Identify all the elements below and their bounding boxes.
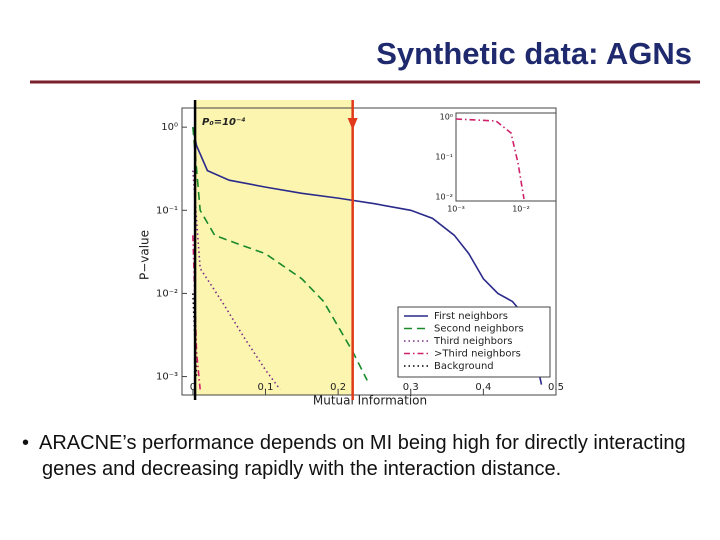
series-line <box>192 170 281 390</box>
x-tick-label: 0 <box>190 382 196 393</box>
y-axis-label: P−value <box>138 230 152 280</box>
x-tick-label: 0.1 <box>258 382 274 393</box>
plot-frame <box>181 107 557 396</box>
inset-x-tick-label: 10⁻² <box>512 205 530 214</box>
slide-title: Synthetic data: AGNs <box>376 36 692 71</box>
threshold-arrow <box>347 118 358 130</box>
inset-frame <box>455 112 557 202</box>
chart: 10⁰ 10⁻¹ 10⁻² 10⁻³ 0 0.1 0.2 0.3 0.4 0.5 Mutual In… <box>138 100 564 408</box>
x-tick-label: 0.2 <box>330 382 346 393</box>
series-line <box>192 127 543 385</box>
inset-y-tick-label: 10⁰ <box>440 113 453 122</box>
inset-x-tick-label: 10⁻³ <box>447 205 465 214</box>
y-tick-label: 10⁰ <box>161 122 178 133</box>
threshold-shade <box>195 100 353 395</box>
x-tick-label: 0.4 <box>475 382 491 393</box>
series-line <box>192 127 368 381</box>
p0-annotation: P₀=10⁻⁴ <box>202 117 246 128</box>
legend-label: >Third neighbors <box>434 349 521 360</box>
inset-curve <box>455 118 525 200</box>
legend-label: Third neighbors <box>433 336 512 347</box>
y-tick-label: 10⁻¹ <box>156 205 178 216</box>
bullet-text: ARACNE’s performance depends on MI being… <box>39 432 686 480</box>
inset-y-tick-label: 10⁻¹ <box>435 153 453 162</box>
inset-y-tick-label: 10⁻² <box>435 193 453 202</box>
legend-label: First neighbors <box>434 311 508 322</box>
legend-label: Background <box>434 361 494 372</box>
legend-box <box>397 306 551 378</box>
y-tick-label: 10⁻² <box>156 288 178 299</box>
bullet-point: • ARACNE’s performance depends on MI bei… <box>22 432 686 480</box>
legend-label: Second neighbors <box>434 324 524 335</box>
x-axis-label: Mutual Information <box>313 394 427 408</box>
y-tick-label: 10⁻³ <box>156 372 178 383</box>
x-tick-label: 0.5 <box>548 382 564 393</box>
x-tick-label: 0.3 <box>403 382 419 393</box>
